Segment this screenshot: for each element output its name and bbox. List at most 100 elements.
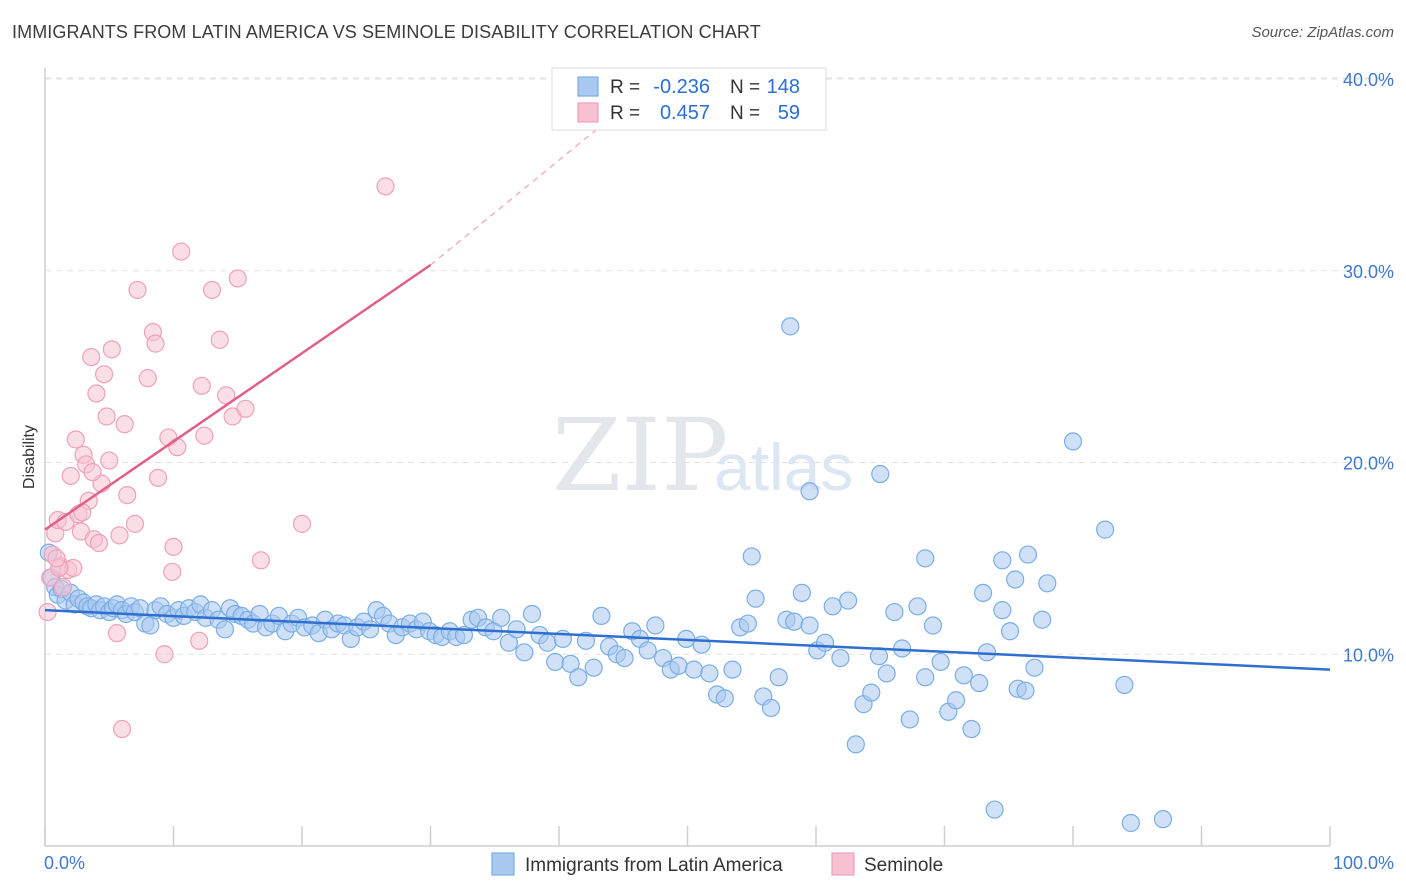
seminole-point bbox=[190, 631, 209, 650]
immigrants-point bbox=[746, 589, 765, 608]
immigrants-point bbox=[507, 620, 526, 639]
immigrants-point bbox=[1018, 545, 1038, 564]
immigrants-point bbox=[1063, 432, 1083, 451]
immigrants-point bbox=[846, 735, 865, 754]
immigrants-point bbox=[684, 660, 704, 679]
legend-label-immigrants: Immigrants from Latin America bbox=[525, 855, 783, 876]
immigrants-point bbox=[669, 656, 688, 675]
immigrants-point bbox=[792, 583, 811, 602]
seminole-point bbox=[89, 533, 109, 553]
seminole-point bbox=[195, 426, 214, 445]
immigrants-point bbox=[638, 641, 657, 660]
immigrants-point bbox=[839, 591, 858, 610]
immigrants-point bbox=[993, 601, 1012, 620]
stats-n-value-2: 59 bbox=[778, 102, 800, 124]
seminole-point bbox=[292, 514, 312, 533]
chart-source: Source: ZipAtlas.com bbox=[1251, 24, 1394, 41]
seminole-point bbox=[38, 602, 57, 622]
immigrants-point bbox=[993, 551, 1012, 570]
seminole-point bbox=[115, 415, 134, 434]
immigrants-point bbox=[1115, 675, 1134, 695]
immigrants-point bbox=[615, 648, 634, 668]
seminole-point bbox=[118, 485, 137, 505]
immigrants-point bbox=[592, 606, 611, 626]
immigrants-point bbox=[538, 633, 557, 652]
immigrants-point bbox=[141, 616, 160, 635]
seminole-point bbox=[251, 551, 270, 570]
seminole-point bbox=[73, 503, 92, 522]
legend-label-seminole: Seminole bbox=[864, 855, 943, 876]
seminole-point bbox=[66, 430, 85, 449]
immigrants-point bbox=[361, 620, 380, 639]
grid-lines bbox=[45, 77, 1393, 655]
immigrants-point bbox=[1038, 574, 1057, 593]
seminole-point bbox=[192, 376, 211, 395]
stats-n-label-1: N = bbox=[730, 77, 760, 98]
immigrants-point bbox=[215, 620, 234, 639]
seminole-point bbox=[82, 347, 101, 367]
seminole-point bbox=[148, 468, 168, 487]
immigrants-point bbox=[761, 698, 781, 718]
immigrants-point bbox=[1000, 622, 1020, 641]
stats-r-value-2: 0.457 bbox=[660, 102, 710, 124]
immigrants-point bbox=[769, 668, 788, 687]
immigrants-point bbox=[492, 608, 511, 627]
seminole-point bbox=[125, 514, 145, 533]
immigrants-point bbox=[946, 691, 966, 710]
immigrants-point bbox=[885, 602, 904, 622]
immigrants-point bbox=[522, 604, 542, 624]
immigrants-point bbox=[646, 616, 665, 635]
seminole-point bbox=[53, 578, 73, 597]
chart-title: IMMIGRANTS FROM LATIN AMERICA VS SEMINOL… bbox=[12, 22, 761, 42]
immigrants-point bbox=[970, 673, 989, 693]
seminole-point bbox=[97, 407, 116, 426]
y-tick-label: 20.0% bbox=[1343, 454, 1394, 474]
immigrants-point bbox=[931, 652, 950, 672]
immigrants-point bbox=[781, 317, 800, 336]
immigrants-point bbox=[499, 633, 518, 652]
immigrants-point bbox=[908, 597, 927, 616]
seminole-point bbox=[61, 466, 80, 486]
seminole-point bbox=[87, 384, 106, 403]
seminole-point bbox=[146, 334, 165, 353]
immigrants-point bbox=[923, 616, 943, 635]
seminole-point bbox=[202, 280, 222, 300]
seminole-point bbox=[155, 645, 174, 664]
immigrants-point bbox=[800, 616, 819, 635]
immigrants-point bbox=[561, 654, 580, 673]
seminole-point bbox=[376, 177, 395, 196]
y-tick-label: 40.0% bbox=[1343, 70, 1394, 90]
immigrants-point bbox=[742, 547, 761, 566]
immigrants-point bbox=[1153, 810, 1173, 829]
trend-lines bbox=[44, 107, 1331, 671]
seminole-point bbox=[138, 369, 157, 388]
immigrants-point bbox=[1033, 610, 1052, 629]
immigrants-point bbox=[785, 612, 804, 631]
immigrants-point bbox=[871, 464, 890, 484]
seminole-point bbox=[95, 365, 114, 384]
immigrants-point bbox=[973, 583, 993, 602]
trend-line-immigrants bbox=[44, 608, 1331, 671]
immigrants-point bbox=[515, 643, 534, 662]
immigrants-point bbox=[823, 597, 842, 616]
y-tick-label: 10.0% bbox=[1343, 645, 1394, 665]
x-tick-label-min: 0.0% bbox=[44, 853, 85, 873]
x-ticks bbox=[44, 826, 1331, 846]
watermark-zip: ZIP bbox=[552, 397, 728, 514]
immigrants-point bbox=[815, 633, 835, 652]
seminole-point bbox=[128, 280, 147, 300]
trend-line-seminole bbox=[44, 263, 432, 531]
trend-line-seminole-extension bbox=[430, 107, 624, 266]
immigrants-point bbox=[1006, 570, 1025, 589]
stats-n-label-2: N = bbox=[730, 103, 760, 124]
series-immigrants-points bbox=[39, 317, 1173, 833]
stats-swatch-blue bbox=[577, 76, 599, 97]
series-legend: Immigrants from Latin America Seminole bbox=[491, 852, 943, 876]
immigrants-point bbox=[916, 549, 935, 568]
seminole-point bbox=[107, 624, 127, 643]
immigrants-point bbox=[962, 719, 981, 739]
legend-swatch-immigrants bbox=[491, 852, 515, 876]
immigrants-point bbox=[723, 660, 742, 679]
immigrants-point bbox=[700, 664, 719, 683]
